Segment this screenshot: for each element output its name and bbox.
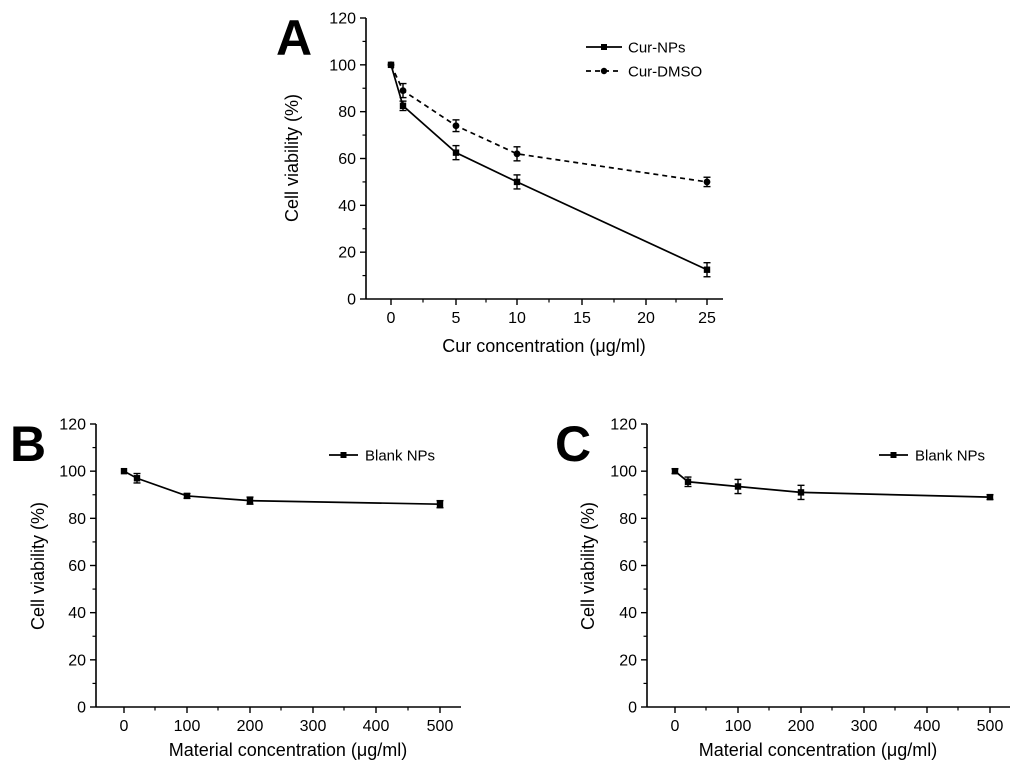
legend-label: Blank NPs [365, 448, 435, 465]
legend-marker [601, 44, 607, 50]
series-blank-nps: Blank NPs [671, 448, 994, 501]
x-axis-title: Material concentration (μg/ml) [699, 740, 937, 760]
x-tick-label: 500 [427, 718, 454, 735]
series-line [123, 470, 441, 506]
x-tick-label: 0 [671, 718, 680, 735]
x-tick-label: 25 [698, 310, 716, 327]
x-tick-label: 15 [573, 310, 591, 327]
legend-label: Cur-NPs [628, 40, 686, 57]
y-tick-label: 20 [619, 652, 637, 669]
y-tick-label: 0 [77, 700, 86, 717]
y-tick-label: 100 [610, 464, 637, 481]
legend-marker [340, 452, 347, 458]
panel-letter: A [276, 10, 312, 66]
y-tick-label: 100 [59, 464, 86, 481]
y-axis-title: Cell viability (%) [578, 502, 598, 630]
series-cur-nps: Cur-NPs [387, 40, 711, 278]
data-point [703, 266, 711, 273]
y-axis-title: Cell viability (%) [28, 502, 48, 630]
y-tick-label: 100 [329, 57, 356, 74]
x-tick-label: 400 [914, 718, 941, 735]
data-point [183, 492, 191, 500]
y-tick-label: 60 [68, 558, 86, 575]
data-point [246, 497, 254, 504]
x-tick-label: 20 [637, 310, 655, 327]
data-point [703, 178, 711, 186]
y-tick-label: 80 [338, 104, 356, 121]
chart-panel-c: C 0 20 40 60 80 100 120 0 100 200 300 400 500 Material… [555, 416, 1010, 760]
series-line [390, 64, 708, 271]
series-line [390, 64, 708, 183]
data-point [452, 122, 460, 130]
legend-label: Cur-DMSO [628, 64, 702, 81]
panel-letter: C [555, 416, 591, 472]
x-tick-label: 100 [174, 718, 201, 735]
data-point [513, 150, 521, 158]
x-tick-label: 5 [452, 310, 461, 327]
y-tick-label: 20 [68, 652, 86, 669]
data-point [399, 87, 407, 94]
y-tick-label: 80 [68, 511, 86, 528]
y-tick-label: 40 [338, 198, 356, 215]
y-tick-label: 60 [619, 558, 637, 575]
data-point [986, 493, 994, 501]
x-tick-label: 400 [363, 718, 390, 735]
y-axis-title: Cell viability (%) [282, 94, 302, 222]
y-tick-label: 20 [338, 245, 356, 262]
chart-panel-a: A 0 20 40 60 80 100 120 0 5 10 15 20 25 Cur concentrat… [276, 10, 723, 356]
series-line [674, 470, 991, 498]
x-tick-label: 500 [977, 718, 1004, 735]
data-point [133, 475, 141, 482]
legend-marker [890, 452, 897, 458]
legend-label: Blank NPs [915, 448, 985, 465]
x-tick-label: 300 [300, 718, 327, 735]
data-point [120, 467, 128, 475]
y-tick-label: 40 [619, 605, 637, 622]
data-point [734, 483, 742, 490]
data-point [399, 102, 407, 110]
data-point [797, 489, 805, 496]
legend-marker [600, 67, 608, 75]
y-tick-label: 0 [347, 292, 356, 309]
x-tick-label: 10 [508, 310, 526, 327]
x-tick-label: 0 [120, 718, 129, 735]
y-tick-label: 40 [68, 605, 86, 622]
y-tick-label: 120 [329, 11, 356, 28]
x-axis-title: Material concentration (μg/ml) [169, 740, 407, 760]
x-axis-title: Cur concentration (μg/ml) [442, 336, 645, 356]
x-tick-label: 0 [387, 310, 396, 327]
y-tick-label: 120 [610, 417, 637, 434]
y-tick-label: 0 [628, 700, 637, 717]
data-point [513, 178, 521, 186]
series-blank-nps: Blank NPs [120, 448, 444, 509]
chart-panel-b: B 0 20 40 60 80 100 120 0 100 200 300 400 500 Material… [10, 416, 461, 760]
y-tick-label: 60 [338, 151, 356, 168]
x-tick-label: 100 [725, 718, 752, 735]
y-tick-label: 120 [59, 417, 86, 434]
data-point [387, 61, 395, 69]
panel-letter: B [10, 416, 46, 472]
data-point [671, 467, 679, 475]
data-point [436, 500, 444, 508]
data-point [452, 149, 460, 156]
x-tick-label: 200 [237, 718, 264, 735]
data-point [684, 478, 692, 485]
x-tick-label: 200 [788, 718, 815, 735]
x-tick-label: 300 [851, 718, 878, 735]
y-tick-label: 80 [619, 511, 637, 528]
series-cur-dmso: Cur-DMSO [387, 61, 711, 188]
